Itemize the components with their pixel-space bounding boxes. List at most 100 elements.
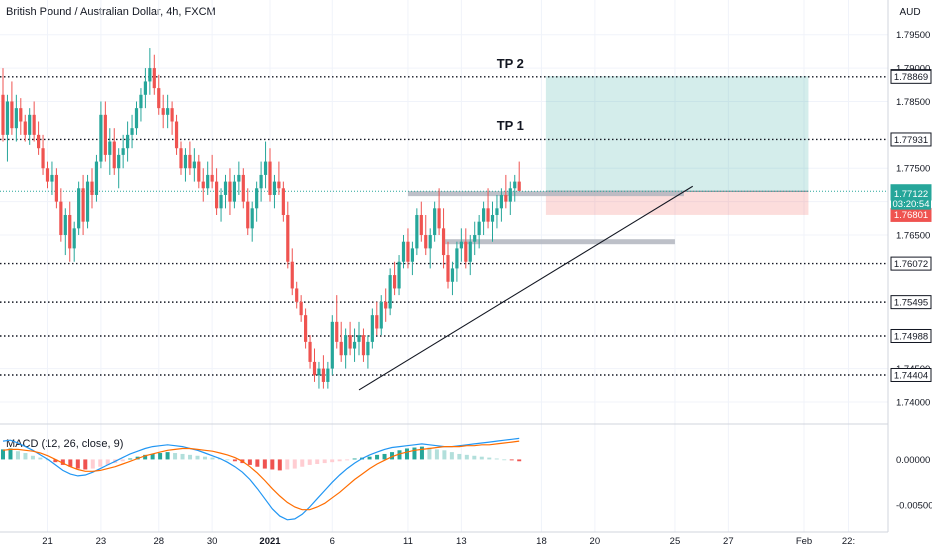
candle [308, 335, 312, 369]
candle [384, 288, 388, 322]
price-label: 1.75495 [890, 295, 932, 310]
candle-body [232, 181, 236, 202]
x-tick-label: 30 [207, 536, 218, 547]
candle-body [317, 368, 321, 376]
x-tick-label: 18 [536, 536, 547, 547]
price-label-box [890, 367, 932, 382]
y-tick-label: 1.79500 [896, 30, 930, 41]
candle [108, 128, 112, 175]
x-tick-label: 11 [403, 536, 413, 547]
macd-histogram-bar [53, 459, 58, 463]
candle-body [41, 148, 45, 169]
candle [361, 328, 366, 362]
macd-histogram-bar [502, 459, 507, 461]
price-label: 1.76072 [890, 256, 932, 271]
candle [370, 308, 374, 349]
candle [393, 261, 397, 296]
candle [357, 321, 361, 356]
candle [441, 208, 446, 269]
macd-histogram-bar [404, 448, 409, 460]
candle [304, 308, 308, 349]
candle [210, 154, 214, 189]
macd-histogram-bar [30, 455, 35, 460]
candles [1, 48, 521, 389]
candle [250, 201, 254, 242]
candle [112, 128, 116, 175]
price-label: 1.77931 [890, 132, 932, 147]
countdown-text: 03:20:54 [893, 199, 930, 210]
candle [415, 208, 419, 256]
candle [139, 88, 143, 122]
candle-body [63, 214, 67, 236]
candle-body [206, 174, 210, 189]
candle-body [433, 208, 437, 236]
candle [272, 174, 277, 209]
candle-body [183, 154, 188, 169]
macd-histogram-bar [277, 459, 282, 471]
macd-histogram-bar [120, 459, 125, 462]
price-label-box [890, 295, 932, 310]
symbol-title: British Pound / Australian Dollar, 4h, F… [6, 6, 216, 18]
candle-body [263, 161, 268, 175]
candle-body [268, 161, 272, 195]
candle [174, 114, 179, 155]
candle [179, 141, 183, 175]
candle [161, 94, 165, 129]
candle-body [272, 181, 277, 195]
candle [259, 161, 263, 202]
macd-histogram-bar [419, 446, 424, 460]
candle-body [357, 335, 361, 342]
candle [401, 235, 406, 269]
macd-tick-label: 0.00000 [896, 455, 930, 466]
candle [215, 168, 219, 215]
candle [99, 101, 103, 169]
macd-line [2, 437, 520, 521]
candle-body [219, 194, 223, 209]
candle-body [259, 174, 263, 189]
candle [23, 114, 27, 142]
candle-body [72, 228, 76, 249]
candle-body [192, 161, 196, 169]
candle-body [85, 181, 90, 222]
candle [206, 161, 210, 195]
candle [94, 154, 99, 202]
candle-body [77, 188, 81, 229]
y-tick-label: 1.76500 [896, 231, 930, 242]
candle [170, 101, 174, 135]
candle [130, 114, 134, 149]
candle [290, 248, 294, 296]
macd-histogram-bar [457, 453, 462, 460]
macd-title: MACD (12, 26, close, 9) [6, 438, 124, 450]
candle [148, 48, 152, 95]
candle-body [148, 68, 152, 82]
candle-body [295, 288, 299, 302]
candle [237, 161, 241, 195]
candle-body [473, 235, 477, 242]
candle [246, 188, 250, 236]
x-tick-label: Feb [796, 536, 812, 547]
tp-label: TP 2 [497, 56, 524, 71]
candle [37, 121, 41, 155]
macd-histogram-bar [202, 456, 207, 460]
price-label-box [890, 328, 932, 343]
macd-histogram-bar [105, 459, 110, 465]
candle [157, 74, 161, 115]
candle [490, 201, 495, 242]
candle-body [170, 108, 174, 122]
candle [419, 201, 423, 242]
macd-histogram-bar [38, 457, 43, 460]
sr-zone [443, 239, 675, 245]
candle [192, 148, 196, 182]
candle [5, 94, 10, 162]
macd-histogram-bar [315, 459, 320, 464]
candle-body [126, 134, 130, 149]
macd-histogram-bar [98, 459, 103, 467]
candle [446, 241, 450, 289]
candle-body [37, 134, 41, 149]
macd-histogram-bar [83, 459, 88, 470]
candle-body [210, 174, 214, 182]
price-label-text: 1.77931 [894, 135, 928, 146]
candle [14, 94, 18, 142]
